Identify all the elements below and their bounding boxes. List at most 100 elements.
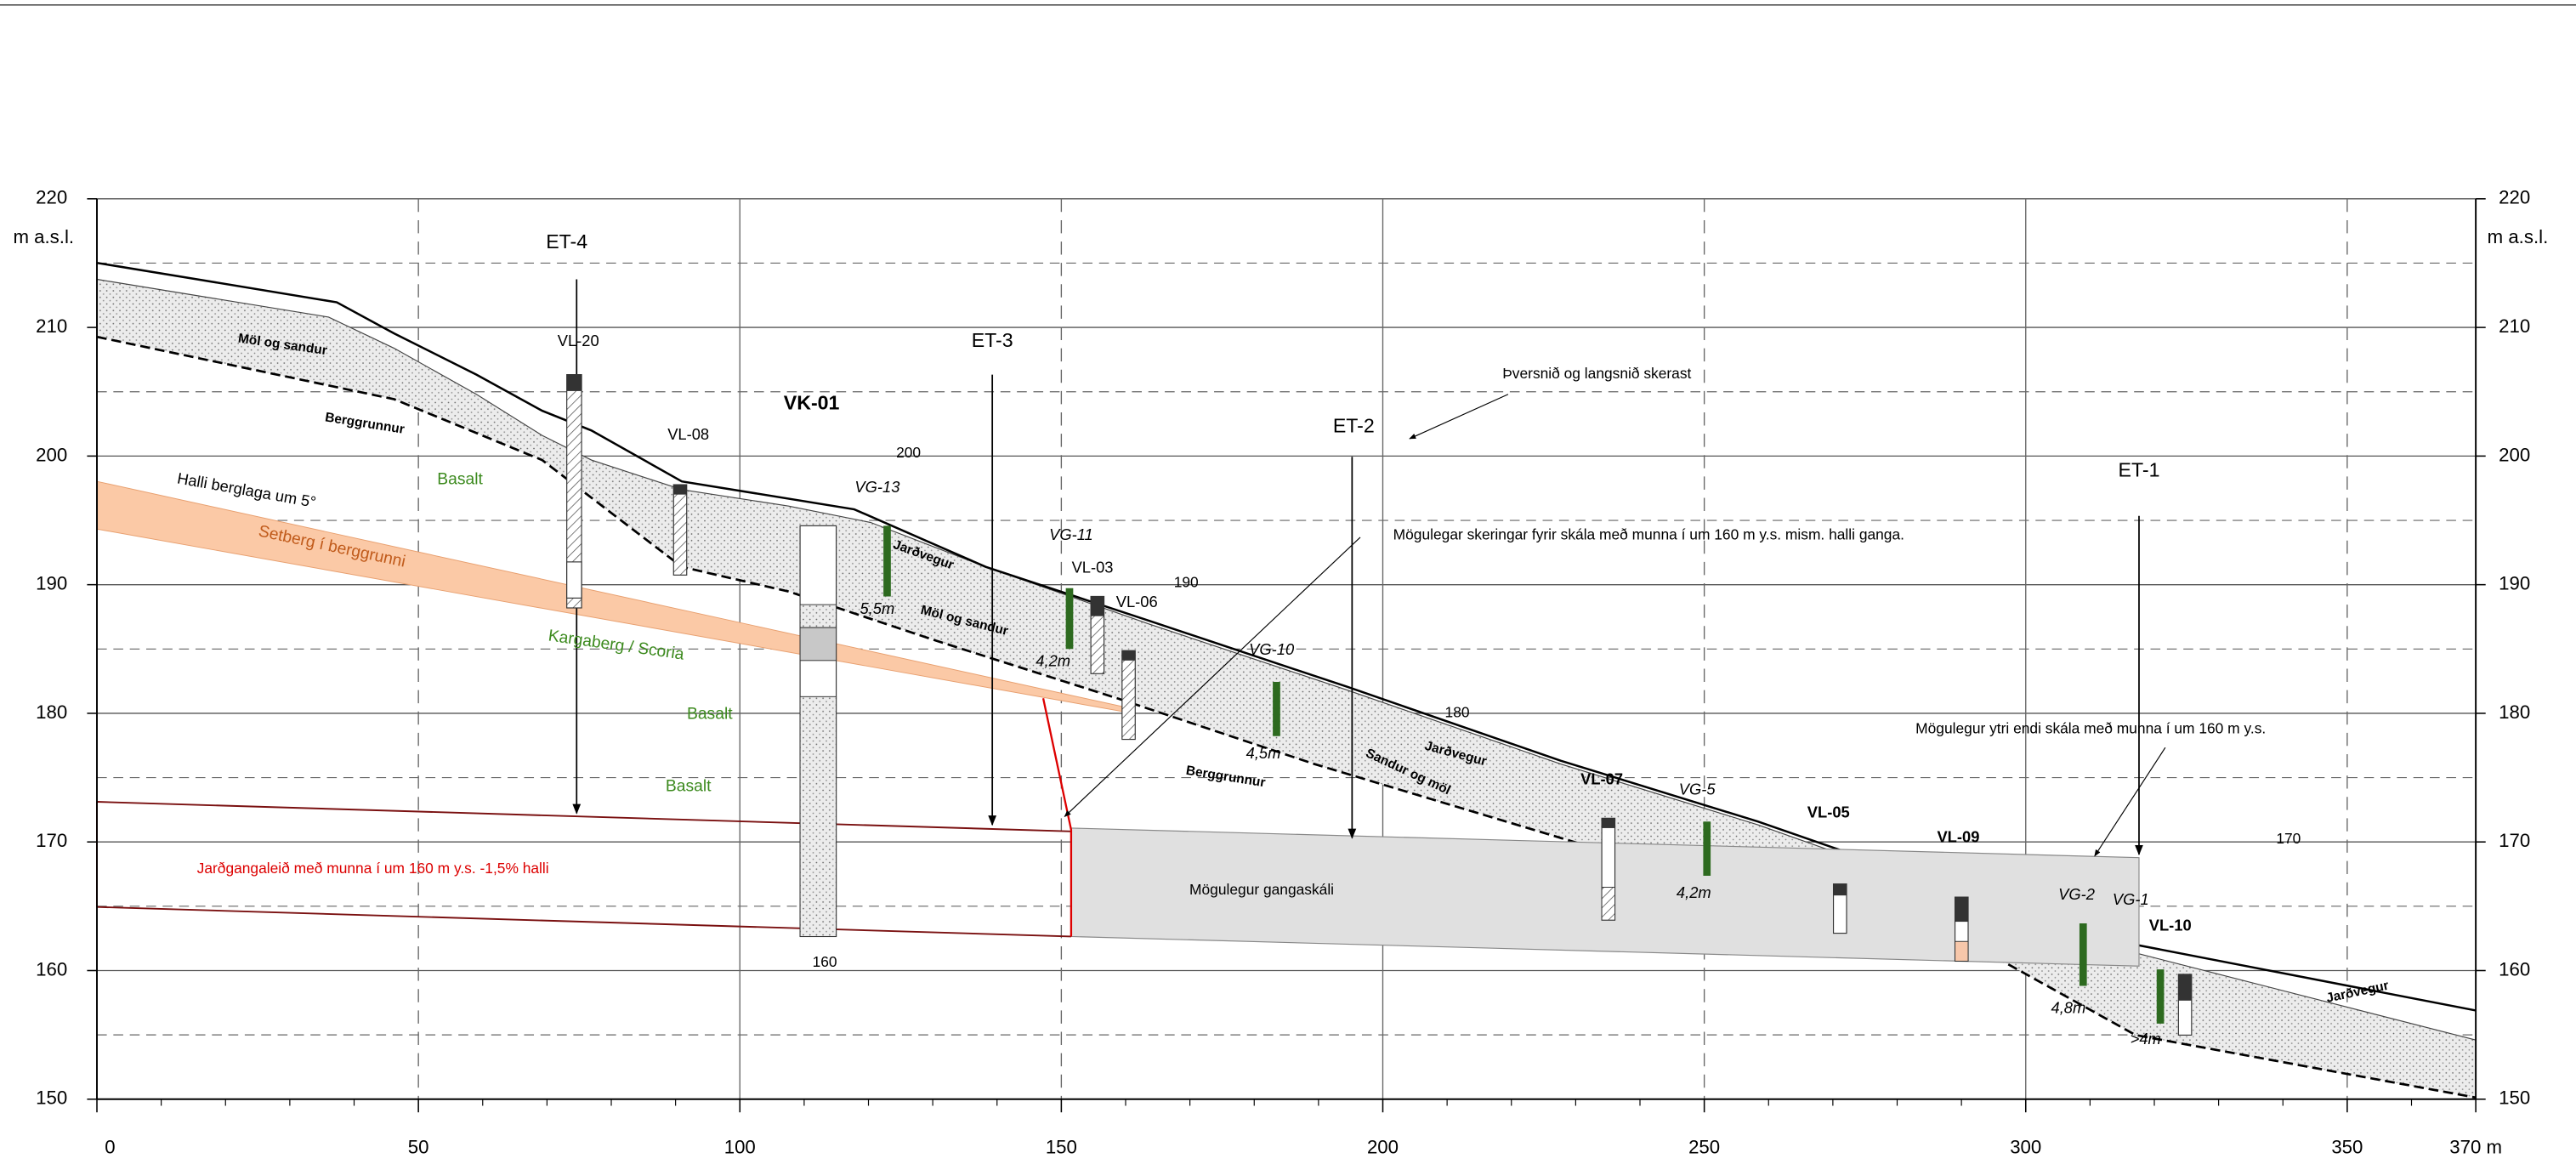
x-tick-label: 300 bbox=[2010, 1137, 2041, 1158]
leader bbox=[2094, 747, 2166, 857]
log-top bbox=[1091, 596, 1104, 616]
section-label: ET-2 bbox=[1333, 415, 1375, 437]
y-tick-label: 200 bbox=[2499, 444, 2530, 465]
y-tick-label: 150 bbox=[36, 1087, 67, 1109]
section-label: ET-1 bbox=[2119, 459, 2160, 481]
x-tick-label: 50 bbox=[408, 1137, 429, 1158]
borehole-label: VG-13 bbox=[854, 478, 900, 496]
tunnel-bottom bbox=[96, 906, 1071, 938]
x-tick-label: 200 bbox=[1367, 1137, 1399, 1158]
log bbox=[672, 484, 688, 576]
borehole-logs bbox=[566, 374, 2193, 1036]
contour-label: 180 bbox=[1445, 703, 1470, 720]
layer-label: Basalt bbox=[687, 706, 733, 724]
note: Mögulegur ytri endi skála með munna í um… bbox=[1915, 720, 2266, 737]
x-tick-label: 150 bbox=[1046, 1137, 1077, 1158]
soil-layer bbox=[97, 279, 2477, 1098]
log-top bbox=[1833, 883, 1847, 896]
y-tick-label: 180 bbox=[36, 701, 67, 723]
y-tick-label: 220 bbox=[36, 187, 67, 208]
y-tick-label: 210 bbox=[2499, 315, 2530, 337]
contour-label: 200 bbox=[896, 444, 921, 461]
borehole-label: VL-20 bbox=[558, 332, 599, 349]
log-top bbox=[2178, 974, 2192, 1001]
log-block bbox=[799, 604, 837, 628]
depth-label: 4,8m bbox=[2051, 998, 2086, 1016]
contour-label: 190 bbox=[1174, 574, 1199, 591]
borehole-label: VG-10 bbox=[1249, 640, 1295, 658]
layer-label: Berggrunnur bbox=[324, 410, 406, 437]
x-tick-label: 250 bbox=[1688, 1137, 1720, 1158]
borehole-label: VG-2 bbox=[2058, 885, 2095, 903]
y-tick-label: 160 bbox=[36, 958, 67, 979]
log-top bbox=[566, 374, 582, 391]
borehole-label: VL-09 bbox=[1937, 827, 1979, 845]
depth-label: 5,5m bbox=[860, 599, 895, 617]
log-top bbox=[1121, 650, 1136, 661]
section-label: ET-4 bbox=[546, 230, 587, 253]
ground-surface bbox=[96, 261, 2477, 1012]
log-top bbox=[1955, 897, 1969, 923]
contour-label: 170 bbox=[2276, 830, 2301, 847]
borehole-label: VG-5 bbox=[1679, 780, 1716, 798]
note: Mögulegur gangaskáli bbox=[1189, 881, 1334, 898]
log-top bbox=[1602, 818, 1615, 828]
note: Þversnið og langsnið skerast bbox=[1502, 365, 1691, 382]
log-block bbox=[799, 627, 837, 661]
depth-label: >4m bbox=[2131, 1030, 2161, 1048]
y-tick-label: 170 bbox=[36, 830, 67, 851]
y-tick-label: 160 bbox=[2499, 958, 2530, 979]
note: Jarðgangaleið með munna í um 160 m y.s. … bbox=[197, 860, 549, 877]
borehole-label: VG-1 bbox=[2113, 890, 2149, 908]
depth-label: 4,2m bbox=[1036, 652, 1070, 670]
y-tick-label: 190 bbox=[2499, 573, 2530, 594]
borehole-label: VG-11 bbox=[1049, 525, 1093, 543]
layer-label: Basalt bbox=[437, 470, 483, 488]
borehole-label: VL-08 bbox=[667, 425, 709, 443]
log-block bbox=[1955, 940, 1969, 962]
y-tick-label: 150 bbox=[2499, 1087, 2530, 1109]
y-tick-label: 170 bbox=[2499, 830, 2530, 851]
note: Mögulegar skeringar fyrir skála með munn… bbox=[1393, 526, 1904, 543]
y-tick-label: 220 bbox=[2499, 187, 2530, 208]
borehole-label: VK-01 bbox=[784, 391, 840, 413]
log bbox=[1121, 650, 1136, 741]
contour-label: 160 bbox=[813, 953, 837, 970]
y-tick-label: 190 bbox=[36, 573, 67, 594]
y-tick-label: 200 bbox=[36, 444, 67, 465]
borehole-label: VL-05 bbox=[1807, 803, 1850, 820]
depth-label: 4,5m bbox=[1246, 744, 1281, 762]
x-tick-label: 370 m bbox=[2449, 1137, 2502, 1158]
log-block bbox=[1601, 887, 1616, 921]
layer-label: Kargaberg / Scoria bbox=[548, 627, 686, 663]
leader bbox=[1409, 394, 1509, 440]
axis-unit: m a.s.l. bbox=[13, 226, 74, 247]
x-tick-label: 100 bbox=[724, 1137, 756, 1158]
borehole-label: VL-03 bbox=[1072, 558, 1114, 576]
layer-label: Berggrunnur bbox=[1185, 764, 1267, 791]
log-block bbox=[799, 696, 837, 937]
trial-pits bbox=[883, 525, 2165, 1024]
grid bbox=[97, 198, 2477, 1100]
y-tick-label: 180 bbox=[2499, 701, 2530, 723]
log-top bbox=[673, 485, 687, 495]
y-tick-label: 210 bbox=[36, 315, 67, 337]
borehole-label: VL-07 bbox=[1580, 770, 1623, 788]
layer-label: Basalt bbox=[666, 778, 712, 796]
tunnel-top bbox=[96, 801, 1071, 832]
section-label: ET-3 bbox=[972, 329, 1013, 351]
borehole-label: VL-06 bbox=[1116, 593, 1158, 610]
axes: 150 150 160 160 170 170 180 180 190 190 200 200 210 2… bbox=[36, 187, 2530, 1158]
axis-unit: m a.s.l. bbox=[2488, 226, 2549, 247]
log-block bbox=[566, 561, 582, 599]
borehole-label: VL-10 bbox=[2149, 917, 2192, 934]
x-tick-label: 0 bbox=[105, 1137, 115, 1158]
drawing: 150 150 160 160 170 170 180 180 190 190 200 200 210 2… bbox=[0, 4, 2576, 1158]
depth-label: 4,2m bbox=[1677, 883, 1711, 901]
portal-cut bbox=[1041, 698, 1073, 937]
leader bbox=[1064, 537, 1361, 817]
x-tick-label: 350 bbox=[2331, 1137, 2363, 1158]
